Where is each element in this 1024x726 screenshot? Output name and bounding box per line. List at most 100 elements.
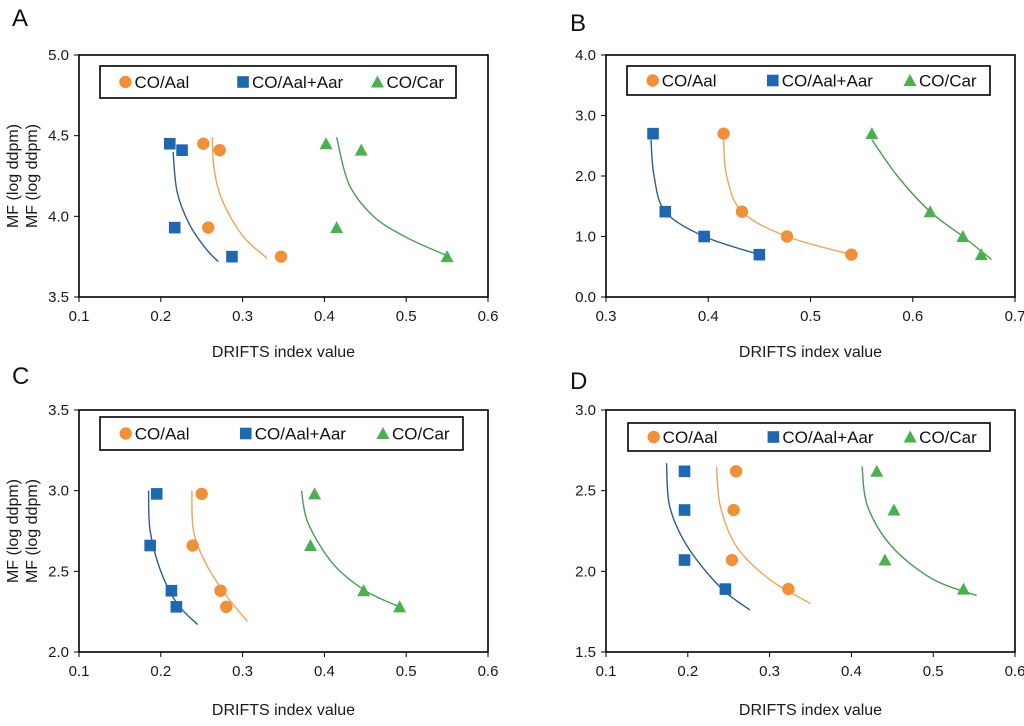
x-tick-label: 0.6 xyxy=(478,308,499,325)
data-point-co-aal xyxy=(735,205,749,218)
x-tick-label: 0.3 xyxy=(232,663,253,680)
y-tick-label: 1.5 xyxy=(575,644,596,661)
legend: CO/Aal CO/Aal+Aar CO/Car xyxy=(99,65,457,99)
x-tick-label: 0.5 xyxy=(923,663,944,680)
panel-d: D 0.1 0.2 0.3 0.4 0.5 0.6 1.5 2.0 2.5 3.0 DRIFTS in… xyxy=(24,368,1024,719)
data-point-co-aal-aar xyxy=(163,137,176,150)
x-tick-label: 0.6 xyxy=(902,308,923,325)
legend-label: CO/Aal+Aar xyxy=(782,428,874,447)
data-point-co-aal-aar xyxy=(719,583,732,595)
y-tick-label: 2.0 xyxy=(48,644,69,661)
data-point-co-aal-aar xyxy=(144,539,156,552)
data-point-co-aal xyxy=(202,221,215,234)
legend-label: CO/Car xyxy=(919,428,977,447)
data-point-co-car xyxy=(956,230,970,242)
data-point-co-aal-aar xyxy=(678,465,691,478)
y-tick-label: 2.0 xyxy=(575,563,596,580)
data-point-co-car xyxy=(440,250,454,263)
legend-box xyxy=(99,65,457,99)
panel-b: B 0.3 0.4 0.5 0.6 0.7 0.0 1.0 2.0 3.0 4.0 DRIFTS in… xyxy=(24,10,1024,361)
data-point-co-aal xyxy=(782,582,795,596)
y-axis-label: MF (log ddpm) xyxy=(5,124,22,228)
data-point-co-car xyxy=(956,582,970,595)
data-point-co-aal-aar xyxy=(659,205,672,218)
y-tick-label: 1.0 xyxy=(575,229,596,246)
data-point-co-car xyxy=(330,221,344,234)
data-point-co-aal xyxy=(717,127,730,140)
panel-label: A xyxy=(12,5,28,32)
legend-box xyxy=(99,416,464,451)
x-axis-label: DRIFTS index value xyxy=(739,702,882,719)
data-point-co-aal xyxy=(197,137,210,150)
x-tick-label: 0.2 xyxy=(150,663,171,680)
y-tick-label: 4.5 xyxy=(48,128,69,145)
data-point-co-car xyxy=(357,584,371,597)
x-tick-label: 0.6 xyxy=(1005,663,1024,680)
fit-curve-co-aal-aar xyxy=(665,463,751,611)
x-tick-label: 0.2 xyxy=(677,663,698,680)
fit-curve-co-car xyxy=(861,466,977,597)
legend-label: CO/Aal xyxy=(662,72,717,91)
x-tick-label: 0.1 xyxy=(69,663,90,680)
data-point-co-aal xyxy=(845,248,858,261)
panel-label: B xyxy=(570,10,586,37)
fit-curve-co-car xyxy=(871,139,992,261)
x-axis-label: DRIFTS index value xyxy=(212,344,355,361)
fit-curve-co-car xyxy=(300,490,400,608)
legend-marker xyxy=(903,430,917,443)
legend-label: CO/Car xyxy=(392,425,450,444)
data-point-co-aal xyxy=(725,553,739,567)
x-tick-label: 0.7 xyxy=(1005,308,1024,325)
y-tick-label: 4.0 xyxy=(48,208,69,225)
x-axis-label: DRIFTS index value xyxy=(739,344,882,361)
data-point-co-car xyxy=(354,143,368,156)
y-axis-label: MF (log ddpm) xyxy=(5,479,22,583)
plot-frame xyxy=(78,54,489,298)
legend: CO/Aal CO/Aal+Aar CO/Car xyxy=(99,416,464,451)
legend-label: CO/Aal xyxy=(663,428,718,447)
data-point-co-aal-aar xyxy=(170,601,183,613)
x-tick-label: 0.1 xyxy=(596,663,617,680)
legend-label: CO/Aal+Aar xyxy=(252,73,344,92)
y-tick-label: 3.0 xyxy=(575,402,596,419)
x-tick-label: 0.4 xyxy=(841,663,862,680)
x-tick-label: 0.3 xyxy=(759,663,780,680)
fit-curve-co-aal-aar xyxy=(172,151,219,262)
data-point-co-car xyxy=(303,539,317,552)
legend-marker xyxy=(237,76,249,88)
legend-marker xyxy=(766,74,779,87)
data-point-co-aal-aar xyxy=(678,504,691,516)
legend-marker xyxy=(376,427,390,439)
data-point-co-aal xyxy=(195,487,208,501)
data-point-co-car xyxy=(865,127,879,140)
legend-marker xyxy=(239,427,252,440)
plot-frame xyxy=(78,409,489,653)
x-tick-label: 0.2 xyxy=(150,308,171,325)
data-point-co-car xyxy=(974,248,988,261)
data-point-co-aal-aar xyxy=(168,221,181,234)
legend-label: CO/Aal+Aar xyxy=(782,72,874,91)
plot-frame xyxy=(605,409,1016,653)
legend-box xyxy=(626,65,991,96)
legend-box xyxy=(627,422,991,452)
data-point-co-aal-aar xyxy=(150,488,163,500)
data-point-co-car xyxy=(319,137,333,150)
legend-marker xyxy=(646,74,659,87)
y-tick-label: 4.0 xyxy=(575,47,596,64)
x-tick-label: 0.3 xyxy=(596,308,617,325)
data-point-co-aal xyxy=(729,465,743,478)
x-tick-label: 0.4 xyxy=(314,308,335,325)
data-point-co-aal-aar xyxy=(678,554,691,566)
data-point-co-aal xyxy=(186,539,199,552)
x-tick-label: 0.5 xyxy=(396,308,417,325)
data-point-co-car xyxy=(870,464,884,477)
data-point-co-aal xyxy=(274,250,288,263)
data-point-co-aal xyxy=(213,143,226,157)
y-tick-label: 3.5 xyxy=(48,289,69,306)
y-tick-label: 0.0 xyxy=(575,289,596,306)
legend-marker xyxy=(370,75,384,88)
x-tick-label: 0.4 xyxy=(698,308,719,325)
panel-a: A 0.1 0.2 0.3 0.4 0.5 0.6 3.5 4.0 4.5 5.0 DRIFTS in… xyxy=(5,5,498,361)
x-tick-label: 0.5 xyxy=(800,308,821,325)
